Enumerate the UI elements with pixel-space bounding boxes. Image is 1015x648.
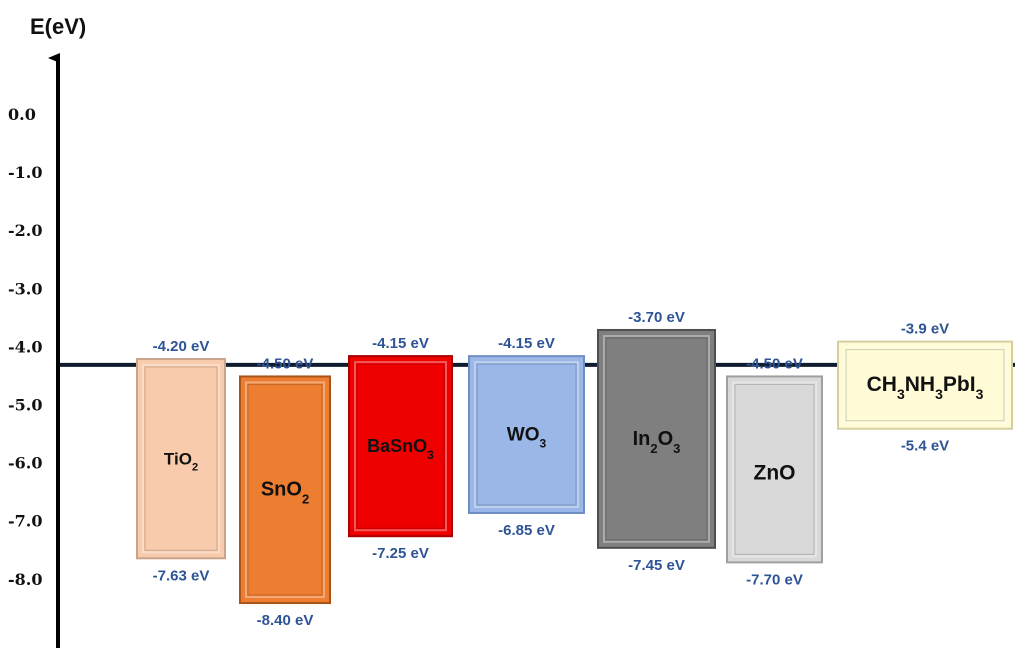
valence-band-label: -7.63 eV — [153, 567, 210, 584]
y-tick-label: -8.0 — [8, 570, 42, 589]
valence-band-label: -6.85 eV — [498, 522, 555, 539]
material-band-bevel — [732, 381, 817, 558]
material-band-box — [837, 340, 1013, 430]
material-band-bevel — [354, 361, 447, 532]
material-band-box — [468, 355, 585, 514]
material-band-inner-edge — [356, 363, 445, 529]
conduction-band-label: -4.50 eV — [257, 355, 314, 372]
material-name: SnO2 — [261, 479, 309, 507]
material-band-bevel — [603, 334, 710, 543]
y-axis-title: E(eV) — [30, 14, 86, 39]
valence-band-label: -5.4 eV — [901, 438, 949, 455]
conduction-band-label: -4.20 eV — [153, 338, 210, 355]
y-tick-label: -6.0 — [8, 454, 42, 473]
valence-band-label: -7.45 eV — [628, 557, 685, 574]
material-band-bevel — [245, 381, 325, 599]
material-band-bevel — [474, 361, 579, 508]
material-box-group: -4.15 eV -6.85 eV WO3 — [468, 335, 585, 539]
material-band-inner-edge — [144, 366, 218, 551]
material-name: TiO2 — [164, 450, 198, 474]
y-tick-label: -3.0 — [8, 279, 42, 298]
valence-band-label: -7.70 eV — [746, 571, 803, 588]
material-band-box — [597, 328, 716, 549]
material-name: CH3NH3PbI3 — [867, 373, 984, 402]
material-box-group: -4.50 eV -8.40 eV SnO2 — [239, 355, 331, 629]
conduction-band-label: -4.50 eV — [746, 355, 803, 372]
y-tick-label: -4.0 — [8, 337, 42, 356]
y-tick-label: 0.0 — [8, 105, 36, 124]
material-box-group: -3.70 eV -7.45 eV In2O3 — [597, 309, 716, 574]
y-tick-label: -1.0 — [8, 163, 42, 182]
material-band-box — [348, 355, 453, 538]
conduction-band-label: -3.9 eV — [901, 321, 949, 338]
conduction-band-label: -4.15 eV — [498, 335, 555, 352]
material-band-inner-edge — [734, 383, 815, 555]
material-band-bevel — [843, 346, 1007, 424]
valence-band-label: -7.25 eV — [372, 545, 429, 562]
valence-band-label: -8.40 eV — [257, 612, 314, 629]
material-band-inner-edge — [845, 349, 1005, 422]
material-name: ZnO — [754, 461, 796, 484]
conduction-band-label: -4.15 eV — [372, 335, 429, 352]
material-name: WO3 — [507, 425, 547, 451]
material-band-box — [239, 375, 331, 605]
material-box-group: -4.15 eV -7.25 eV BaSnO3 — [348, 335, 453, 562]
material-band-box — [726, 375, 823, 564]
material-name: In2O3 — [633, 428, 681, 456]
material-box-group: -4.20 eV -7.63 eV TiO2 — [136, 338, 226, 584]
material-band-inner-edge — [476, 363, 577, 506]
material-band-inner-edge — [247, 383, 323, 596]
material-box-group: -3.9 eV -5.4 eV CH3NH3PbI3 — [837, 321, 1013, 455]
material-band-box — [136, 358, 226, 560]
material-band-inner-edge — [605, 337, 708, 541]
material-band-bevel — [142, 364, 220, 554]
y-tick-label: -7.0 — [8, 512, 42, 531]
material-box-group: -4.50 eV -7.70 eV ZnO — [726, 355, 823, 588]
material-name: BaSnO3 — [367, 436, 434, 462]
y-tick-label: -5.0 — [8, 396, 42, 415]
y-tick-label: -2.0 — [8, 221, 42, 240]
conduction-band-label: -3.70 eV — [628, 309, 685, 326]
